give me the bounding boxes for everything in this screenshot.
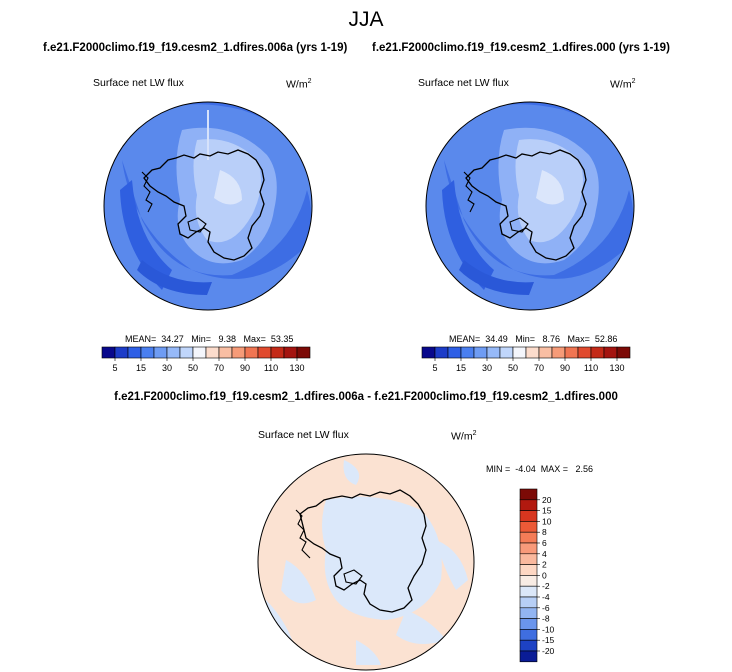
panel-left-units: W/m2 bbox=[286, 78, 312, 91]
colorbar-left-box bbox=[114, 346, 129, 359]
page-title: JJA bbox=[348, 8, 384, 31]
diff-variable: Surface net LW flux bbox=[258, 429, 349, 441]
colorbar-left-box bbox=[140, 346, 155, 359]
colorbar-left-label: 110 bbox=[264, 363, 278, 373]
colorbar-right-label: 15 bbox=[456, 363, 466, 373]
colorbar-right-box bbox=[525, 346, 540, 359]
colorbar-left-label: 15 bbox=[136, 363, 146, 373]
colorbar-diff-box bbox=[519, 564, 538, 576]
colorbar-left-box bbox=[283, 346, 298, 359]
colorbar-right-label: 130 bbox=[609, 363, 624, 373]
colorbar-diff-box bbox=[519, 650, 538, 663]
colorbar-left-box bbox=[192, 346, 207, 359]
panel-right-units: W/m2 bbox=[610, 78, 636, 91]
colorbar-diff-label: -8 bbox=[542, 614, 550, 624]
colorbar-left-box bbox=[101, 346, 116, 359]
colorbar-diff-box bbox=[519, 510, 538, 522]
colorbar-left-box bbox=[127, 346, 142, 359]
colorbar-left-label: 5 bbox=[112, 363, 117, 373]
colorbar-diff-box bbox=[519, 618, 538, 630]
colorbar-left-box bbox=[179, 346, 194, 359]
colorbar-right-box bbox=[551, 346, 566, 359]
colorbar-left-label: 50 bbox=[188, 363, 198, 373]
panel-right-variable: Surface net LW flux bbox=[418, 77, 509, 89]
panel-right-stats: MEAN= 34.49 Min= 8.76 Max= 52.86 bbox=[449, 334, 618, 344]
colorbar-diff-label: -6 bbox=[542, 603, 550, 613]
colorbar-diff-box bbox=[519, 488, 538, 501]
colorbar-diff-label: 4 bbox=[542, 549, 547, 559]
colorbar-right-label: 70 bbox=[534, 363, 544, 373]
panel-left-stats: MEAN= 34.27 Min= 9.38 Max= 53.35 bbox=[125, 334, 294, 344]
colorbar-right-box bbox=[577, 346, 592, 359]
colorbar-left-box bbox=[270, 346, 285, 359]
colorbar-left-box bbox=[231, 346, 246, 359]
diff-title: f.e21.F2000climo.f19_f19.cesm2_1.dfires.… bbox=[114, 391, 618, 403]
colorbar-diff-box bbox=[519, 542, 538, 555]
colorbar-right-box bbox=[486, 346, 501, 359]
colorbar-right-box bbox=[473, 346, 488, 359]
colorbar-right-box bbox=[564, 346, 579, 359]
panel-left-case-title: f.e21.F2000climo.f19_f19.cesm2_1.dfires.… bbox=[43, 42, 348, 54]
colorbar-left-box bbox=[218, 346, 233, 359]
colorbar-diff-box bbox=[519, 629, 538, 641]
colorbar-right-label: 50 bbox=[508, 363, 518, 373]
colorbar-left: 5 15 30 50 70 90 110 130 bbox=[101, 346, 311, 373]
colorbar-diff-label: 2 bbox=[542, 560, 547, 570]
diff-minmax: MIN = -4.04 MAX = 2.56 bbox=[486, 464, 594, 474]
map-left bbox=[103, 101, 313, 311]
colorbar-diff-label: 8 bbox=[542, 527, 547, 537]
colorbar-left-box bbox=[153, 346, 168, 359]
colorbar-right-box bbox=[499, 346, 514, 359]
colorbar-right-label: 110 bbox=[584, 363, 598, 373]
colorbar-diff-box bbox=[519, 553, 538, 565]
colorbar-diff-label: 6 bbox=[542, 538, 547, 548]
colorbar-left-box bbox=[296, 346, 311, 359]
colorbar-diff-label: 0 bbox=[542, 570, 547, 580]
colorbar-right-box bbox=[616, 346, 631, 359]
colorbar-right-box bbox=[460, 346, 475, 359]
colorbar-right-box bbox=[512, 346, 527, 359]
colorbar-diff-box bbox=[519, 499, 538, 511]
colorbar-diff-label: -10 bbox=[542, 624, 555, 634]
colorbar-diff-label: 10 bbox=[542, 516, 552, 526]
colorbar-diff-label: -20 bbox=[542, 646, 555, 656]
colorbar-right-label: 5 bbox=[432, 363, 437, 373]
colorbar-left-box bbox=[244, 346, 259, 359]
map-diff bbox=[257, 453, 475, 671]
colorbar-right-box bbox=[538, 346, 553, 359]
diff-units: W/m2 bbox=[451, 430, 477, 443]
panel-left-variable: Surface net LW flux bbox=[93, 77, 184, 89]
panel-right-case-title: f.e21.F2000climo.f19_f19.cesm2_1.dfires.… bbox=[372, 42, 670, 54]
colorbar-diff-box bbox=[519, 521, 538, 533]
colorbar-left-label: 70 bbox=[214, 363, 224, 373]
colorbar-right-box bbox=[421, 346, 436, 359]
colorbar-left-box bbox=[205, 346, 220, 359]
colorbar-diff-box bbox=[519, 639, 538, 652]
colorbar-right-label: 90 bbox=[560, 363, 570, 373]
colorbar-right-box bbox=[434, 346, 449, 359]
colorbar-diff-label: 15 bbox=[542, 506, 552, 516]
colorbar-diff-box bbox=[519, 575, 538, 587]
map-right bbox=[425, 101, 635, 311]
colorbar-right: 5 15 30 50 70 90 110 130 bbox=[421, 346, 631, 373]
colorbar-diff-box bbox=[519, 531, 538, 544]
colorbar-diff-label: -2 bbox=[542, 581, 550, 591]
colorbar-diff-box bbox=[519, 585, 538, 598]
colorbar-right-box bbox=[447, 346, 462, 359]
colorbar-left-box bbox=[166, 346, 181, 359]
colorbar-left-label: 90 bbox=[240, 363, 250, 373]
colorbar-left-box bbox=[257, 346, 272, 359]
colorbar-right-box bbox=[590, 346, 605, 359]
colorbar-left-label: 30 bbox=[162, 363, 172, 373]
colorbar-left-label: 130 bbox=[289, 363, 304, 373]
colorbar-right-box bbox=[603, 346, 618, 359]
colorbar-right-label: 30 bbox=[482, 363, 492, 373]
colorbar-diff-label: 20 bbox=[542, 495, 552, 505]
colorbar-diff-label: -4 bbox=[542, 592, 550, 602]
colorbar-diff-label: -15 bbox=[542, 635, 555, 645]
colorbar-diff-box bbox=[519, 607, 538, 619]
colorbar-diff-box bbox=[519, 596, 538, 609]
